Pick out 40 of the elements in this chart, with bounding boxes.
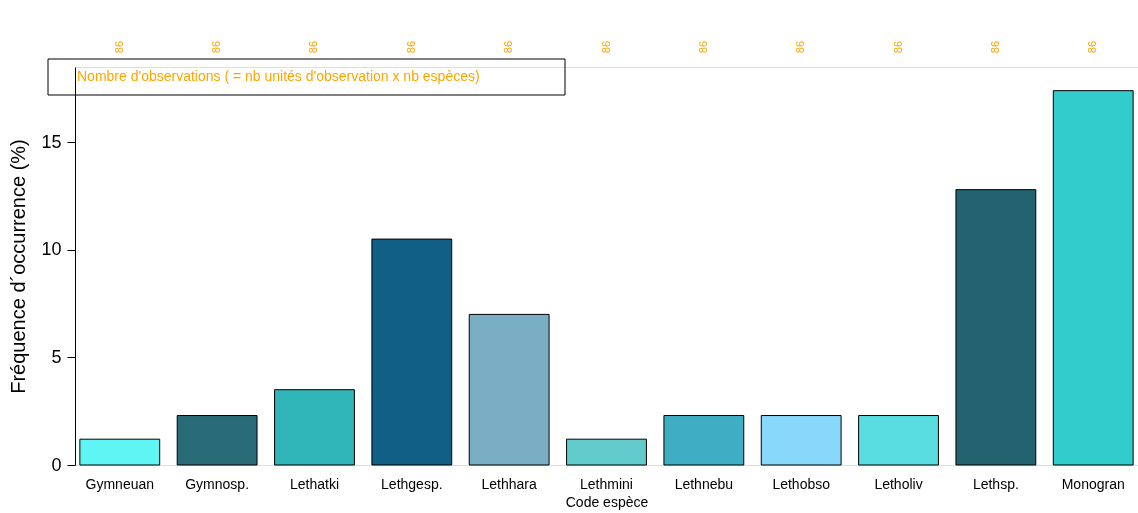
bar [176, 415, 258, 466]
text: 86 [404, 40, 417, 54]
x-tick-label: Gymneuan [85, 475, 155, 492]
bar [760, 415, 842, 466]
text: 86 [307, 40, 320, 54]
x-tick-label: Lethgesp. [381, 475, 443, 492]
text: 86 [891, 40, 904, 54]
x-axis-title: Code espèce [565, 493, 649, 510]
text: 86 [112, 40, 125, 54]
text: 86 [502, 40, 515, 54]
x-tick-label: Monogran [1061, 475, 1125, 492]
y-axis-title: Fréquence d´occurrence (%) [7, 139, 30, 394]
x-tick-label: Lethsp. [972, 475, 1019, 492]
bar [566, 438, 647, 466]
x-tick-label: Lethobso [772, 475, 831, 492]
y-tick-label: 0 [51, 454, 62, 475]
x-tick-label: Letholiv [874, 475, 923, 492]
bar [663, 415, 745, 466]
x-tick-label: Lethhara [481, 475, 537, 492]
bar [1052, 90, 1134, 466]
text: 86 [696, 40, 709, 54]
bar [371, 238, 453, 466]
text: 86 [210, 40, 223, 54]
x-tick-label: Lethnebu [674, 475, 734, 492]
bar [79, 438, 161, 466]
bar [858, 415, 939, 466]
text: 86 [988, 40, 1001, 54]
bar [955, 189, 1037, 466]
x-tick-label: Lethmini [580, 475, 633, 492]
y-tick-label: 10 [41, 239, 62, 260]
bar [468, 313, 550, 466]
y-tick-label: 5 [51, 346, 62, 367]
x-tick-label: Gymnosp. [185, 475, 250, 492]
annotation: Nombre d'observations ( = nb unités d'observation x nb espèces) [77, 68, 480, 84]
bar [274, 389, 355, 466]
text: 86 [1086, 40, 1099, 54]
text: 86 [599, 40, 612, 54]
x-tick-label: Lethatki [289, 475, 339, 492]
y-tick-label: 15 [41, 131, 62, 152]
text: 86 [794, 40, 807, 54]
